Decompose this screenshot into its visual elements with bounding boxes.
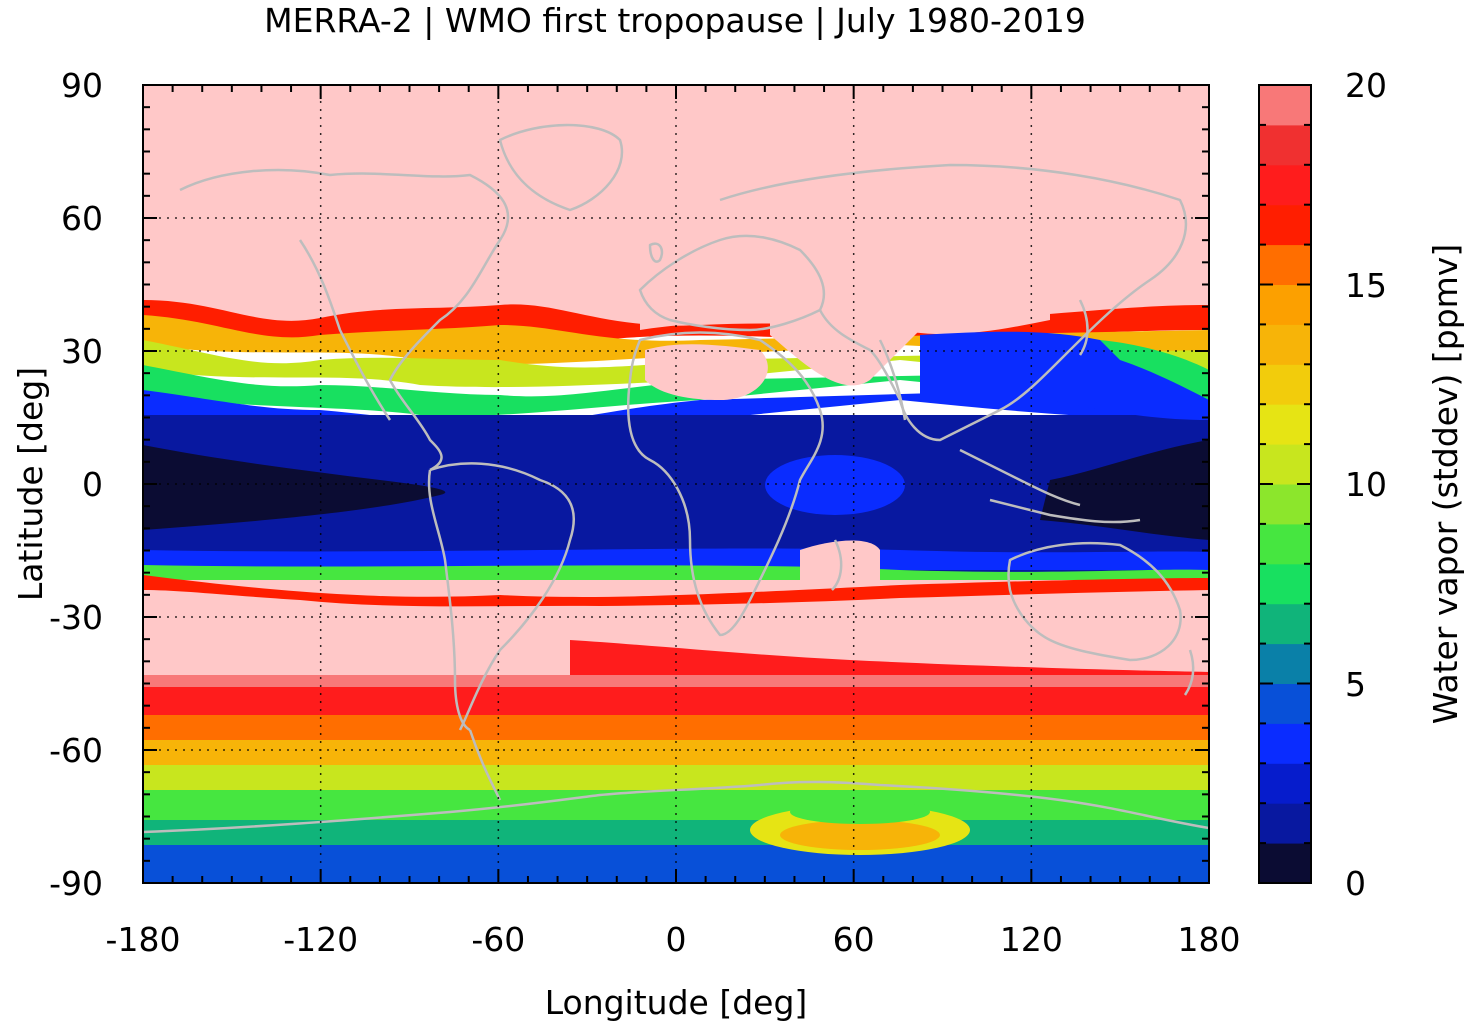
band-equator-dark: [143, 445, 446, 530]
band-asia-dip: [770, 300, 920, 386]
blue-blob-indian-ocean: [765, 455, 905, 515]
y-tick-label: -60: [49, 731, 103, 770]
colorbar-tick-label: 0: [1345, 864, 1366, 903]
x-tick-label: -60: [471, 920, 525, 959]
x-tick-label: -180: [106, 920, 181, 959]
band-south-edge-blue: [143, 548, 1209, 570]
band-south-light-red: [143, 675, 1209, 687]
grid: [143, 85, 1209, 883]
colorbar-segment: [1259, 523, 1311, 565]
x-axis-label: Longitude [deg]: [545, 983, 808, 1022]
colorbar-tick-marks: [1259, 84, 1311, 884]
colorbar-segment: [1259, 124, 1311, 166]
colorbar-segment: [1259, 85, 1311, 126]
band-east-asia-green: [1100, 340, 1209, 400]
x-tick-label: -120: [283, 920, 358, 959]
x-tick-label: 60: [833, 920, 875, 959]
y-tick-label: 0: [82, 465, 103, 504]
y-tick-label: 60: [61, 199, 103, 238]
colorbar-segment: [1259, 404, 1311, 445]
band-south-teal: [143, 820, 1209, 845]
colorbar-tick-label: 10: [1345, 465, 1387, 504]
colorbar-segment: [1259, 444, 1311, 485]
antarctic-amber-arc: [780, 820, 940, 850]
colorbar-segment: [1259, 563, 1311, 605]
y-axis-label: Latitude [deg]: [11, 367, 50, 601]
band-south-edge-red: [143, 575, 1209, 607]
x-tick-label: 180: [1178, 920, 1241, 959]
chart-title: MERRA-2 | WMO first tropopause | July 19…: [264, 1, 1086, 40]
tick-marks: [142, 84, 1210, 884]
colorbar-segment: [1259, 284, 1311, 325]
x-tick-label: 0: [666, 920, 687, 959]
colorbar-segment: [1259, 683, 1311, 724]
x-tick-label: 120: [1000, 920, 1063, 959]
colorbar-segment: [1259, 763, 1311, 804]
colorbar-segment: [1259, 244, 1311, 285]
colorbar-segment: [1259, 603, 1311, 645]
colorbar-segment: [1259, 843, 1311, 884]
colorbar-segment: [1259, 803, 1311, 844]
colorbar: [1259, 85, 1311, 884]
heatmap-field: [143, 85, 1209, 883]
band-south-edge-green: [143, 565, 1209, 580]
band-east-asia-blue: [920, 331, 1209, 420]
colorbar-segment: [1259, 324, 1311, 365]
y-tick-label: -30: [49, 598, 103, 637]
colorbar-segment: [1259, 643, 1311, 684]
x-tick-labels: -180 -120 -60 0 60 120 180: [106, 920, 1241, 959]
band-south-yellow: [143, 765, 1209, 790]
colorbar-segment: [1259, 484, 1311, 525]
band-equator-dark-east: [1040, 440, 1209, 540]
band-south-red-upper: [570, 640, 1209, 685]
y-tick-label: 30: [61, 332, 103, 371]
antarctic-green-blob: [790, 800, 930, 824]
colorbar-segment: [1259, 723, 1311, 764]
colorbar-tick-label: 5: [1345, 665, 1366, 704]
band-south-amber: [143, 740, 1209, 765]
coastlines: [143, 123, 1209, 834]
colorbar-tick-label: 15: [1345, 266, 1387, 305]
y-tick-label: -90: [49, 864, 103, 903]
colorbar-tick-labels: 20 15 10 5 0: [1345, 66, 1387, 903]
y-tick-labels: 90 60 30 0 -30 -60 -90: [49, 66, 103, 903]
colorbar-segment: [1259, 164, 1311, 206]
colorbar-segment: [1259, 364, 1311, 405]
colorbar-segment: [1259, 204, 1311, 246]
colorbar-label: Water vapor (stddev) [ppmv]: [1426, 244, 1465, 724]
y-tick-label: 90: [61, 66, 103, 105]
colorbar-tick-label: 20: [1345, 66, 1387, 105]
band-south-orange: [143, 715, 1209, 740]
